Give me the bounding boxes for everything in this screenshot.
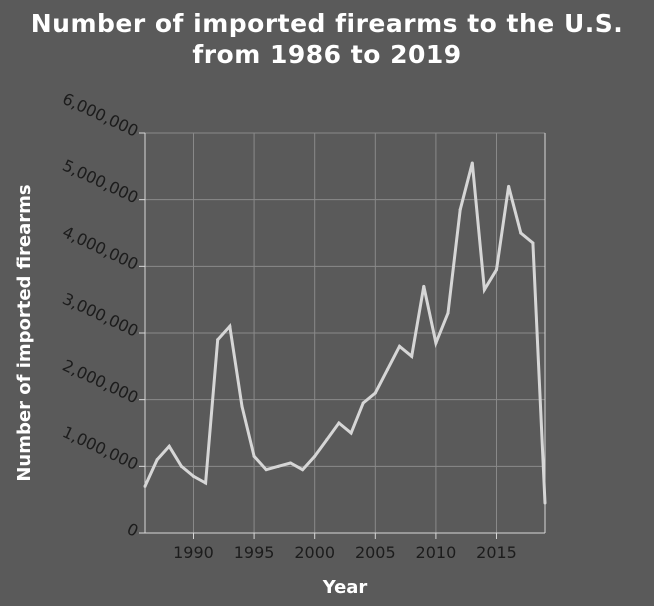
data-point <box>507 184 511 188</box>
data-point <box>252 454 256 458</box>
data-point <box>143 484 147 488</box>
series-line-imported-firearms <box>143 162 547 504</box>
data-point <box>337 421 341 425</box>
data-point <box>349 431 353 435</box>
data-point <box>325 438 329 442</box>
x-tick-label: 1990 <box>173 543 214 562</box>
data-point <box>361 401 365 405</box>
x-tick-label: 2010 <box>416 543 457 562</box>
data-point <box>398 344 402 348</box>
y-tick-label: 1,000,000 <box>60 422 142 474</box>
data-point <box>191 474 195 478</box>
data-point <box>155 458 159 462</box>
data-point <box>264 468 268 472</box>
data-point <box>240 404 244 408</box>
y-tick-label: 2,000,000 <box>60 356 142 408</box>
data-point <box>434 341 438 345</box>
data-point <box>301 468 305 472</box>
data-point <box>470 161 474 165</box>
y-tick-label: 0 <box>124 519 141 541</box>
data-point <box>216 338 220 342</box>
chart-title-line-2: from 1986 to 2019 <box>192 40 462 69</box>
data-point <box>276 464 280 468</box>
x-tick-label: 2005 <box>355 543 396 562</box>
x-tick-label: 2015 <box>476 543 517 562</box>
y-tick-label: 5,000,000 <box>60 156 142 208</box>
data-point <box>313 454 317 458</box>
y-tick-label: 4,000,000 <box>60 222 142 274</box>
y-tick-label: 6,000,000 <box>60 89 142 141</box>
data-point <box>458 208 462 212</box>
data-point <box>385 368 389 372</box>
x-tick-label: 1995 <box>234 543 275 562</box>
data-point <box>373 391 377 395</box>
data-point <box>531 241 535 245</box>
y-axis-title: Number of imported firearms <box>14 184 35 481</box>
data-point <box>422 284 426 288</box>
x-tick-label: 2000 <box>294 543 335 562</box>
data-point <box>167 444 171 448</box>
x-axis-title: Year <box>322 577 368 598</box>
data-point <box>482 288 486 292</box>
chart-title: Number of imported firearms to the U.S. … <box>0 8 654 70</box>
data-point <box>288 461 292 465</box>
chart-title-line-1: Number of imported firearms to the U.S. <box>30 9 624 38</box>
data-point <box>446 311 450 315</box>
y-tick-label: 3,000,000 <box>60 289 142 341</box>
data-point <box>410 354 414 358</box>
data-point <box>228 324 232 328</box>
data-point <box>179 464 183 468</box>
data-point <box>204 481 208 485</box>
data-point <box>495 268 499 272</box>
data-point <box>543 501 547 505</box>
data-point <box>519 231 523 235</box>
